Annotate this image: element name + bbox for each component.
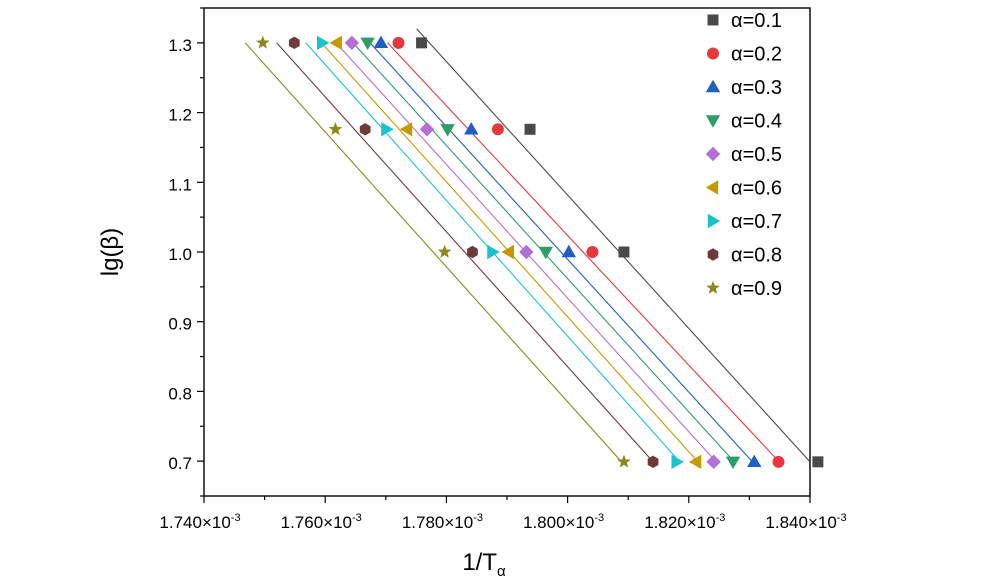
data-point-series-2	[491, 123, 504, 136]
y-axis-ticks: 0.7 0.8 0.9 1.0 1.1 1.2 1.3	[168, 7, 204, 497]
data-point-series-2	[392, 36, 405, 49]
data-point-series-3	[747, 454, 762, 468]
data-point-series-9	[437, 244, 452, 258]
data-point-series-7	[671, 454, 684, 470]
fit-line-series-2	[387, 42, 779, 462]
legend-marker-series-8	[707, 248, 719, 261]
data-point-series-1	[618, 246, 630, 258]
fit-lines	[244, 28, 810, 462]
y-tick-label: 1.0	[168, 245, 192, 264]
y-axis-title: lg(β)	[97, 228, 124, 276]
data-point-series-4	[725, 456, 741, 470]
legend-marker-series-1	[707, 14, 719, 26]
data-point-series-8	[467, 245, 478, 259]
data-point-series-7	[381, 122, 394, 137]
data-point-series-5	[344, 35, 360, 51]
data-point-series-6	[501, 244, 515, 260]
legend-marker-series-9	[706, 280, 720, 294]
data-point-series-3	[561, 244, 577, 258]
data-point-series-5	[419, 122, 435, 137]
x-axis-title: 1/Tα	[462, 549, 506, 580]
legend-label: α=0.9	[731, 278, 782, 300]
legend-label: α=0.6	[731, 178, 782, 200]
x-axis-ticks: 1.740×10-3 1.760×10-3 1.780×10-3 1.800×10-3…	[159, 496, 847, 532]
y-tick-label: 0.9	[168, 315, 192, 334]
data-point-series-9	[617, 454, 631, 468]
x-tick-label: 1.760×10-3	[281, 512, 362, 532]
x-tick-label: 1.840×10-3	[765, 512, 846, 532]
y-tick-label: 1.1	[168, 175, 192, 194]
legend-label: α=0.8	[731, 245, 782, 267]
data-point-series-5	[706, 454, 721, 470]
data-point-series-4	[360, 37, 375, 51]
data-point-series-9	[328, 122, 343, 136]
data-point-series-8	[288, 36, 300, 50]
data-point-series-4	[440, 124, 455, 137]
legend-marker-series-7	[707, 213, 721, 229]
data-point-series-3	[373, 35, 389, 49]
legend-marker-series-5	[705, 146, 721, 162]
x-tick-label: 1.780×10-3	[402, 512, 483, 532]
data-point-series-6	[688, 454, 702, 470]
data-point-series-8	[647, 455, 659, 469]
legend-marker-series-6	[705, 180, 719, 195]
legend-label: α=0.1	[731, 10, 782, 32]
x-tick-label: 1.820×10-3	[644, 512, 725, 532]
data-point-series-1	[524, 123, 536, 135]
data-point-series-9	[255, 35, 270, 49]
x-tick-label: 1.800×10-3	[523, 512, 604, 532]
y-tick-label: 0.7	[168, 454, 192, 473]
fit-line-series-9	[244, 42, 622, 462]
data-point-series-6	[329, 35, 342, 51]
data-point-series-7	[487, 244, 500, 260]
fit-line-series-8	[276, 42, 653, 462]
data-point-series-2	[772, 455, 785, 468]
legend-marker-series-2	[707, 47, 719, 60]
legend-marker-series-4	[705, 115, 721, 128]
legend-label: α=0.7	[731, 211, 782, 233]
legend: α=0.1 α=0.2 α=0.3 α=0.4 α=0.5 α=0.6 α=0.7 α=0.8…	[705, 10, 782, 300]
legend-label: α=0.2	[731, 44, 782, 66]
legend-label: α=0.3	[731, 77, 782, 99]
legend-label: α=0.5	[731, 144, 782, 166]
fit-line-series-3	[369, 42, 753, 462]
data-point-series-3	[464, 122, 479, 135]
data-point-series-1	[812, 456, 824, 468]
data-point-series-2	[586, 246, 599, 258]
fit-line-series-1	[416, 28, 810, 462]
x-axis-title-subscript: α	[497, 563, 506, 580]
data-point-series-7	[316, 35, 330, 51]
x-axis-title-main: 1/T	[462, 549, 497, 576]
x-tick-label: 1.740×10-3	[159, 512, 240, 532]
data-point-series-6	[399, 122, 413, 137]
data-point-series-1	[416, 37, 428, 49]
y-tick-label: 0.8	[168, 384, 192, 403]
data-point-series-4	[538, 246, 553, 260]
data-point-series-5	[519, 244, 534, 260]
legend-marker-series-3	[705, 79, 721, 93]
legend-label: α=0.4	[731, 111, 782, 133]
y-tick-label: 1.3	[168, 36, 192, 55]
data-points	[255, 35, 824, 470]
y-tick-label: 1.2	[168, 106, 192, 125]
data-point-series-8	[359, 123, 371, 136]
